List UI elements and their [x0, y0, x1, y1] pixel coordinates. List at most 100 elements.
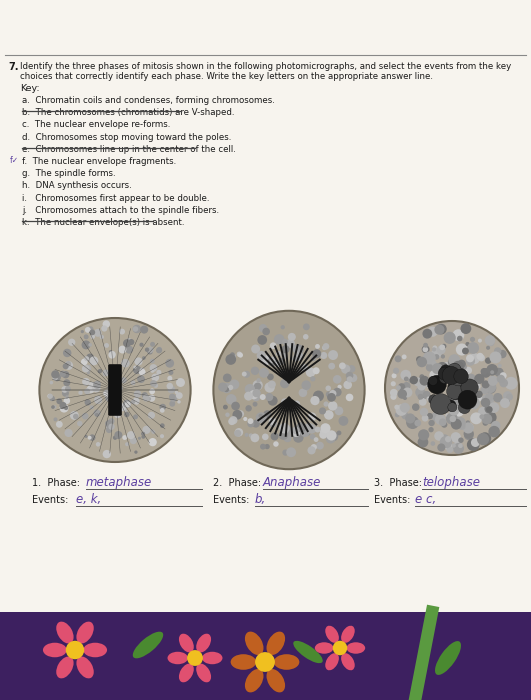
Circle shape	[453, 392, 462, 400]
Circle shape	[423, 332, 430, 338]
Circle shape	[409, 376, 418, 384]
Circle shape	[333, 388, 341, 396]
Circle shape	[290, 400, 299, 410]
Ellipse shape	[326, 626, 339, 643]
Circle shape	[88, 343, 92, 346]
Circle shape	[273, 441, 279, 447]
Circle shape	[112, 383, 117, 389]
Circle shape	[251, 433, 259, 442]
Circle shape	[249, 433, 253, 438]
Circle shape	[268, 357, 277, 366]
Circle shape	[467, 397, 480, 410]
Circle shape	[405, 414, 415, 424]
Circle shape	[452, 400, 465, 412]
Circle shape	[152, 430, 156, 434]
Circle shape	[59, 402, 66, 409]
Circle shape	[456, 344, 468, 356]
Circle shape	[479, 414, 484, 419]
Circle shape	[426, 363, 434, 372]
Circle shape	[403, 395, 407, 400]
Text: Identify the three phases of mitosis shown in the following photomicrographs, an: Identify the three phases of mitosis sho…	[20, 62, 511, 71]
Circle shape	[307, 424, 316, 434]
Circle shape	[292, 344, 301, 353]
Circle shape	[435, 414, 446, 425]
Circle shape	[425, 379, 435, 389]
Circle shape	[466, 354, 474, 363]
Circle shape	[463, 393, 474, 405]
Text: b.  The chromosomes (chromatids) are V-shaped.: b. The chromosomes (chromatids) are V-sh…	[22, 108, 235, 117]
Circle shape	[434, 384, 442, 393]
Circle shape	[135, 400, 139, 405]
Circle shape	[458, 379, 464, 386]
Circle shape	[255, 652, 275, 672]
Circle shape	[429, 395, 439, 405]
Circle shape	[422, 345, 430, 354]
Circle shape	[176, 392, 183, 399]
Ellipse shape	[196, 634, 211, 652]
Circle shape	[243, 417, 247, 421]
Circle shape	[125, 346, 133, 354]
Circle shape	[442, 366, 460, 384]
Circle shape	[443, 362, 450, 368]
Circle shape	[89, 356, 98, 365]
Circle shape	[395, 356, 401, 363]
Circle shape	[310, 396, 320, 405]
Circle shape	[187, 650, 203, 666]
Circle shape	[133, 398, 140, 405]
Ellipse shape	[385, 321, 519, 455]
Circle shape	[320, 428, 326, 434]
Circle shape	[168, 370, 174, 375]
Circle shape	[428, 399, 432, 403]
Circle shape	[327, 393, 336, 402]
Circle shape	[169, 393, 176, 400]
Text: i.   Chromosomes first appear to be double.: i. Chromosomes first appear to be double…	[22, 194, 210, 202]
Text: f.  The nuclear envelope fragments.: f. The nuclear envelope fragments.	[22, 157, 176, 166]
Circle shape	[228, 418, 235, 425]
Circle shape	[452, 360, 464, 372]
Circle shape	[134, 357, 142, 365]
Circle shape	[292, 356, 298, 362]
Circle shape	[62, 386, 68, 393]
Circle shape	[418, 429, 429, 440]
Circle shape	[312, 349, 321, 358]
Circle shape	[471, 438, 480, 447]
Circle shape	[326, 391, 332, 398]
Circle shape	[281, 345, 289, 354]
Circle shape	[117, 385, 123, 391]
Circle shape	[446, 395, 455, 403]
Circle shape	[54, 417, 57, 421]
Circle shape	[109, 350, 113, 354]
Circle shape	[504, 377, 518, 390]
Circle shape	[134, 390, 141, 398]
Circle shape	[123, 400, 131, 408]
Circle shape	[148, 395, 155, 402]
Circle shape	[337, 430, 341, 435]
Circle shape	[313, 391, 324, 402]
Circle shape	[302, 429, 306, 433]
Circle shape	[482, 380, 490, 389]
Ellipse shape	[274, 654, 299, 670]
Circle shape	[300, 427, 310, 437]
Circle shape	[252, 393, 260, 401]
Circle shape	[458, 423, 466, 430]
Circle shape	[84, 435, 88, 438]
Circle shape	[468, 353, 480, 364]
Circle shape	[439, 344, 445, 350]
Circle shape	[395, 412, 400, 417]
Circle shape	[441, 344, 447, 349]
Circle shape	[485, 335, 495, 346]
Circle shape	[451, 443, 456, 448]
Circle shape	[292, 427, 299, 434]
Circle shape	[280, 379, 289, 389]
Circle shape	[434, 431, 444, 441]
Ellipse shape	[341, 653, 355, 671]
Circle shape	[313, 428, 316, 432]
Circle shape	[259, 368, 269, 378]
Circle shape	[486, 346, 490, 350]
Circle shape	[423, 329, 432, 339]
Circle shape	[84, 389, 90, 394]
Circle shape	[244, 391, 253, 400]
Circle shape	[150, 342, 155, 346]
Circle shape	[259, 414, 263, 418]
Circle shape	[438, 443, 446, 452]
